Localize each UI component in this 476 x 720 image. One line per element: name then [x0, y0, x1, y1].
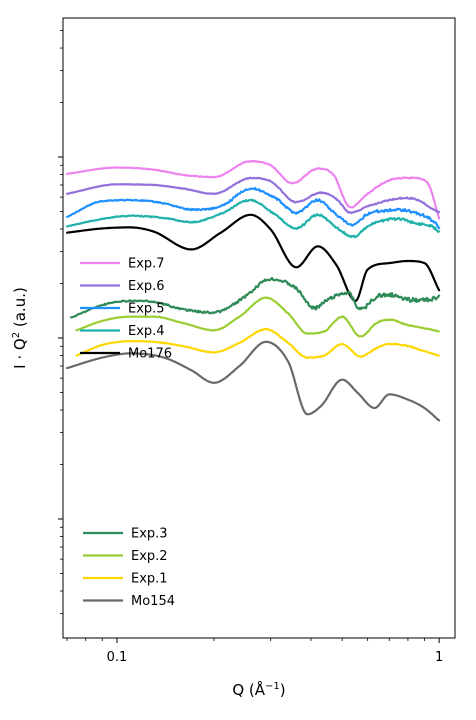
- legend-label: Mo176: [128, 347, 172, 362]
- x-tick-label: 0.1: [107, 650, 128, 665]
- legend-label: Exp.5: [128, 302, 165, 317]
- y-axis-label: I · Q2 (a.u.): [11, 287, 29, 369]
- series-line-exp-4: [66, 198, 441, 239]
- series-line-exp-5: [66, 187, 441, 230]
- series-line-exp-2: [75, 296, 440, 338]
- legend-label: Exp.2: [131, 549, 168, 564]
- legend-label: Mo154: [131, 594, 175, 609]
- legend-upper: Exp.7 Exp.6 Exp.5 Exp.4 Mo176: [80, 257, 172, 362]
- series-line-exp-1: [75, 327, 440, 359]
- y-minor-ticks: [58, 30, 63, 615]
- series-line-exp-6: [66, 176, 441, 215]
- legend-label: Exp.1: [131, 572, 168, 587]
- x-axis-label: Q (Å−1): [232, 680, 285, 699]
- series-line-exp-7: [66, 159, 441, 220]
- legend-lower: Exp.3 Exp.2 Exp.1 Mo154: [83, 527, 175, 609]
- legend-label: Exp.4: [128, 324, 165, 339]
- series-line-mo176: [66, 213, 441, 302]
- legend-label: Exp.3: [131, 527, 168, 542]
- series-lines: [66, 159, 441, 422]
- x-ticks: 0.1 1: [66, 638, 443, 665]
- legend-label: Exp.7: [128, 257, 165, 272]
- x-tick-label: 1: [435, 650, 443, 665]
- series-line-mo154: [66, 340, 441, 422]
- plot-frame: [62, 17, 456, 639]
- legend-label: Exp.6: [128, 279, 165, 294]
- series-line-exp-3: [69, 276, 441, 319]
